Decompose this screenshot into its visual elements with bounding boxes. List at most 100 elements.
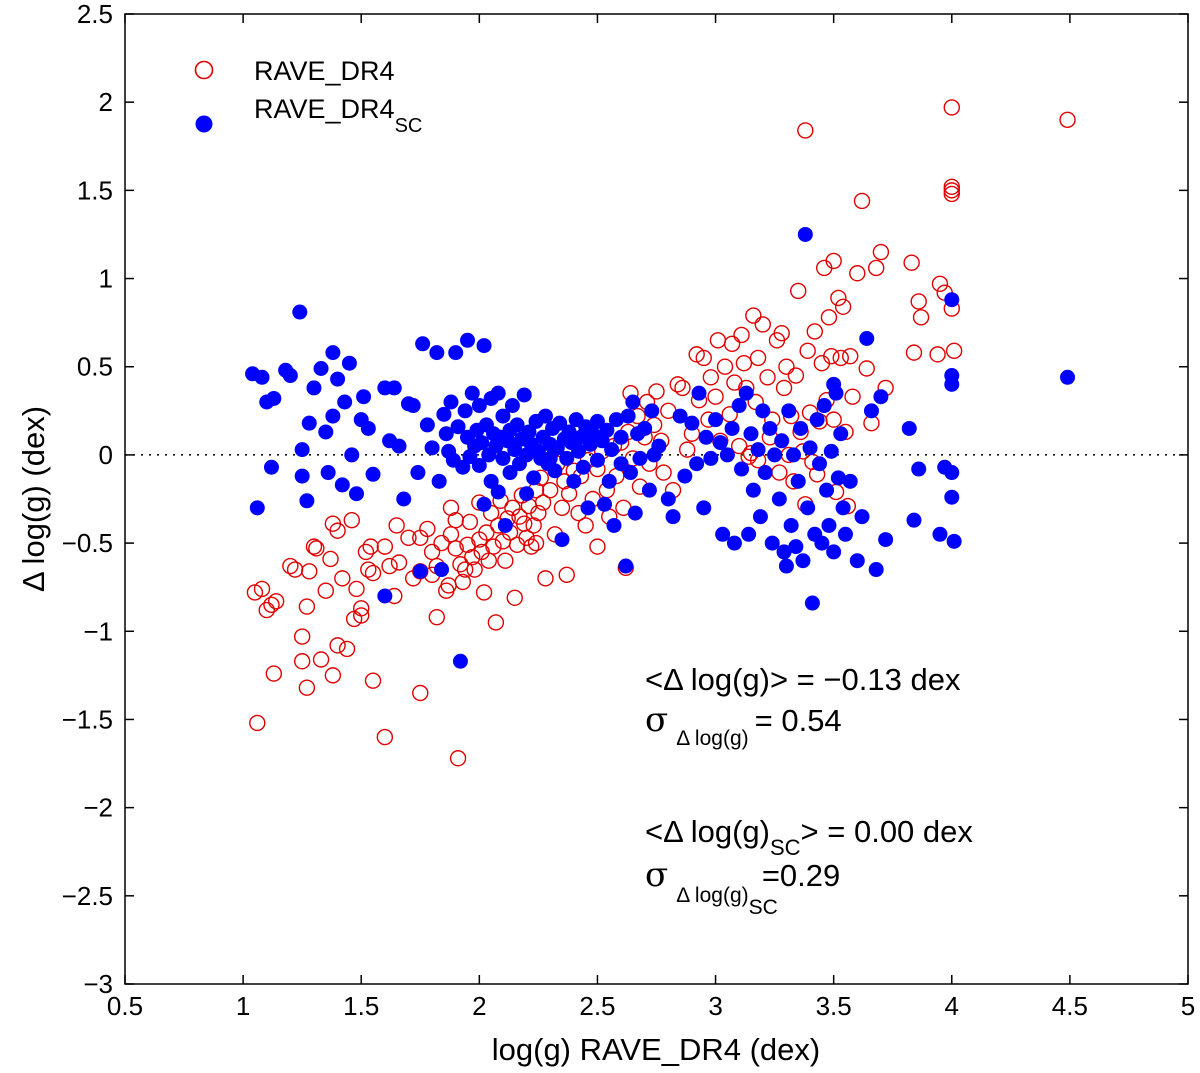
rave-dr4-point [679,441,696,458]
rave-dr4-sc-point [623,465,639,481]
rave-dr4-point [312,651,330,668]
rave-dr4-sc-point [554,532,570,548]
rave-dr4-point [558,566,575,584]
legend-label-rave-dr4-sc-sub: SC [395,115,423,137]
rave-dr4-sc-point [823,443,839,459]
rave-dr4-sc-point [833,426,849,442]
y-tick-label: 1 [99,264,113,294]
rave-dr4-sc-point [589,413,605,429]
rave-dr4-sc-point [460,332,476,348]
rave-dr4-sc-point [464,385,480,401]
rave-dr4-sc-point [660,491,676,507]
rave-dr4-sc-point [774,433,790,449]
rave-dr4-sc-point [348,486,364,502]
rave-dr4-point [702,369,720,386]
rave-dr4-sc-point [776,544,792,560]
rave-dr4-sc-point [868,562,884,578]
rave-dr4-point [485,538,502,555]
rave-dr4-sc-point [263,459,279,475]
rave-dr4-sc-point [476,338,492,354]
rave-dr4-point [282,557,299,575]
rave-dr4-point [506,589,523,606]
rave-dr4-sc-point [901,420,917,436]
rave-dr4-sc-point [613,429,629,445]
rave-dr4-sc-point [424,440,440,456]
rave-dr4-sc-point [946,533,962,549]
rave-dr4-sc-point [410,465,426,481]
rave-dr4-sc-point [684,415,700,431]
rave-dr4-sc-point [450,419,466,435]
rave-dr4-point [249,714,266,732]
rave-dr4-sc-point [793,420,809,436]
rave-dr4-point [305,538,323,555]
rave-dr4-point [754,316,771,333]
rave-dr4-point [442,499,460,517]
rave-dr4-point [674,379,691,397]
rave-dr4-sc-point [341,355,357,371]
rave-dr4-sc-point [696,500,712,516]
rave-dr4-sc-point [457,403,473,419]
rave-dr4-point [475,584,493,601]
rave-dr4-sc-point [507,442,523,458]
rave-dr4-point [464,549,481,566]
rave-dr4-sc-point [601,473,617,489]
rave-dr4-sc-point [495,450,511,466]
rave-dr4-sc-point [878,532,894,548]
x-tick-label: 4.5 [1052,991,1088,1021]
rave-dr4-point [267,593,285,610]
rave-dr4-point [903,254,920,271]
rave-dr4-sc-point [452,653,468,669]
rave-dr4-point [329,637,346,654]
rave-dr4-sc-point [356,389,372,405]
y-tick-label: −3 [83,969,113,999]
rave-dr4-point [849,265,866,282]
rave-dr4-point [759,369,776,386]
x-tick-label: 1 [236,991,250,1021]
rave-dr4-sc-point [337,394,353,410]
rave-dr4-sc-point [828,385,844,401]
rave-dr4-sc-point [826,544,842,560]
rave-dr4-sc-point [873,389,889,405]
rave-dr4-sc-point [521,424,537,440]
mean-sc-annotation: <Δ log(g)SC> = 0.00 dex [645,814,973,860]
plot-frame [124,13,1189,985]
rave-dr4-sc-point [490,484,506,500]
rave-dr4-point [745,307,762,324]
rave-dr4-sc-point [282,368,298,384]
y-tick-label: 2.5 [77,0,113,29]
series-rave-dr4-sc [245,226,1076,669]
rave-dr4-sc-point [483,473,499,489]
legend: RAVE_DR4 RAVE_DR4SC [194,56,423,137]
rave-dr4-sc-point [608,412,624,428]
rave-dr4-point [487,614,505,631]
rave-dr4-sc-point [712,435,728,451]
rave-dr4-sc-point [708,412,724,428]
rave-dr4-point [360,561,377,578]
rave-dr4-point [716,358,734,375]
rave-dr4-point [943,185,960,203]
rave-dr4-point [390,554,408,571]
rave-dr4-sc-point [325,345,341,361]
rave-dr4-point [655,464,672,481]
rave-dr4-sc-point [804,595,820,611]
rave-dr4-point [428,608,446,626]
rave-dr4-sc-point [476,496,492,512]
y-tick-label: −2.5 [62,881,113,911]
rave-dr4-point [730,437,748,455]
rave-dr4-sc-point [821,517,837,533]
rave-dr4-point [263,596,280,614]
rave-dr4-sc-point [292,304,308,320]
rave-dr4-sc-point [665,509,681,525]
rave-dr4-point [542,481,559,499]
x-tick-label: 3 [708,991,722,1021]
rave-dr4-sc-point [396,491,412,507]
rave-dr4-sc-point [802,440,818,456]
rave-dr4-point [825,411,842,428]
legend-label-rave-dr4: RAVE_DR4 [254,56,395,86]
rave-dr4-point [353,600,370,617]
rave-dr4-point [787,367,805,384]
rave-dr4-point [523,538,540,555]
x-tick-label: 5 [1181,991,1195,1021]
rave-dr4-sc-point [944,376,960,392]
rave-dr4-sc-point [377,588,393,604]
